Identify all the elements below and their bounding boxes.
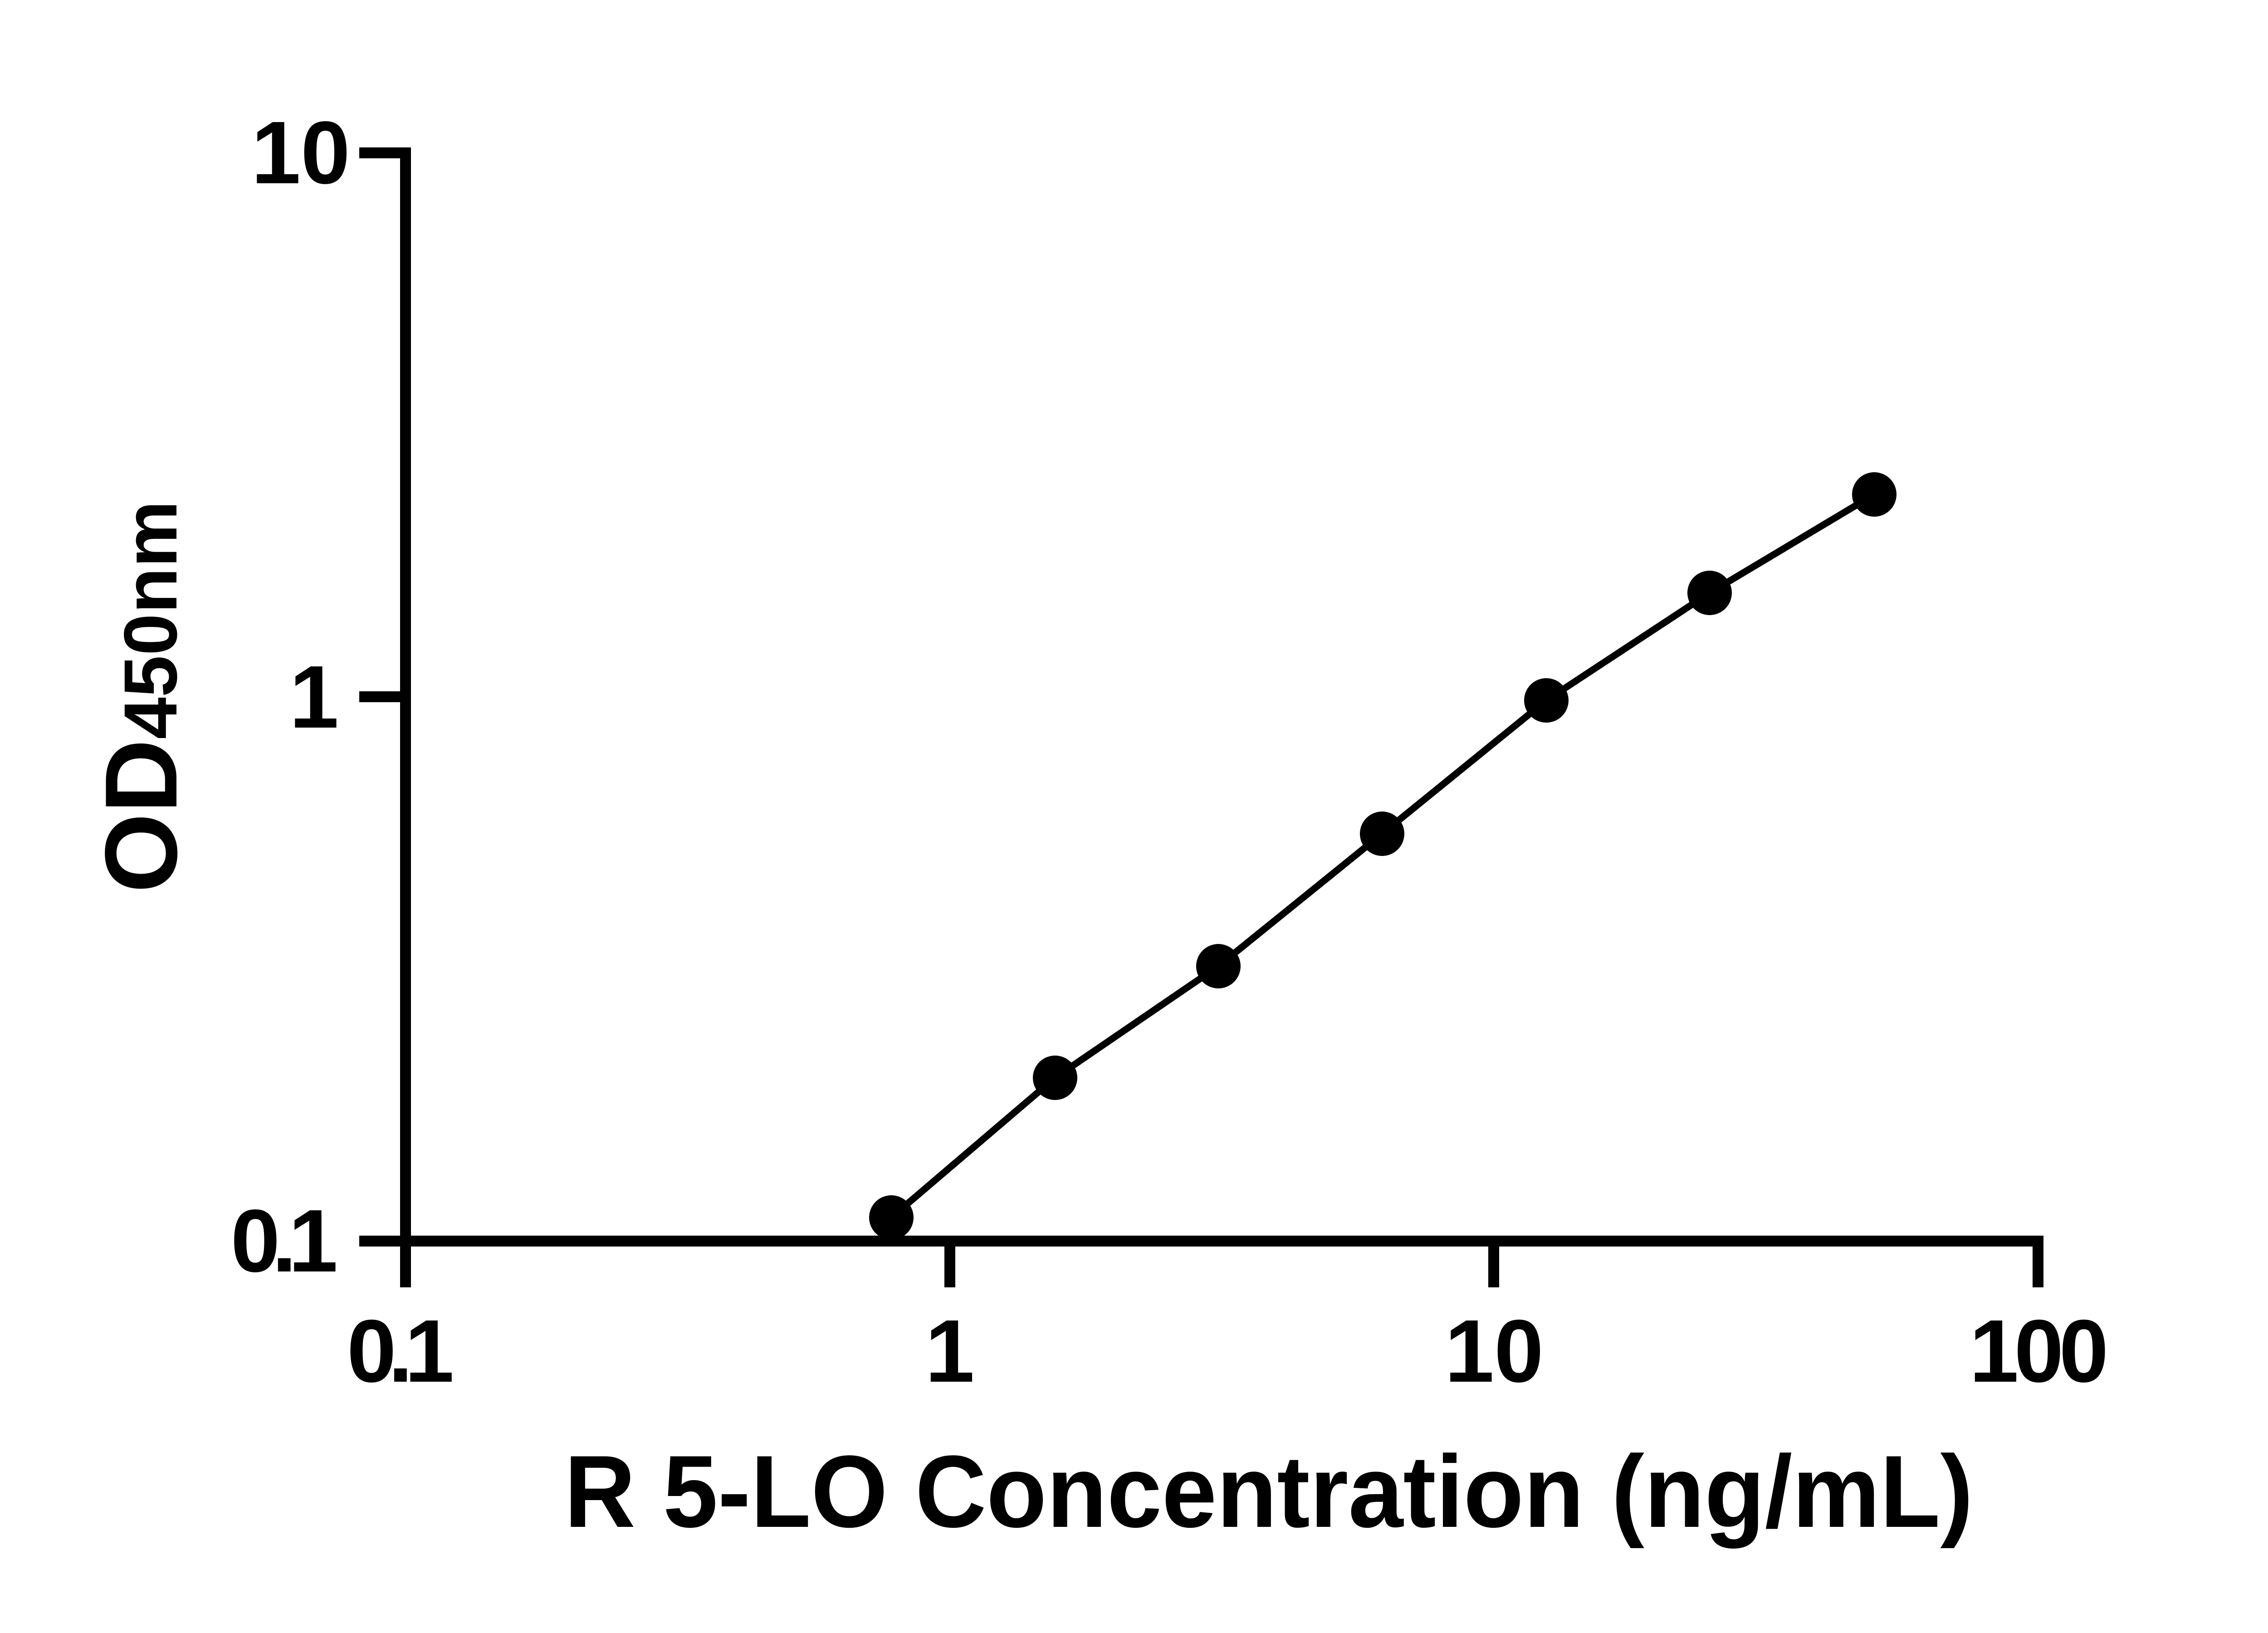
- svg-text:10: 10: [1445, 1301, 1544, 1401]
- svg-text:1: 1: [289, 647, 339, 747]
- svg-text:R 5-LO Concentration (ng/mL): R 5-LO Concentration (ng/mL): [564, 1434, 1973, 1549]
- svg-text:0.1: 0.1: [347, 1301, 452, 1401]
- svg-text:100: 100: [1969, 1301, 2105, 1401]
- svg-text:10: 10: [251, 103, 350, 202]
- svg-text:0.1: 0.1: [231, 1191, 336, 1291]
- svg-text:1: 1: [925, 1301, 974, 1401]
